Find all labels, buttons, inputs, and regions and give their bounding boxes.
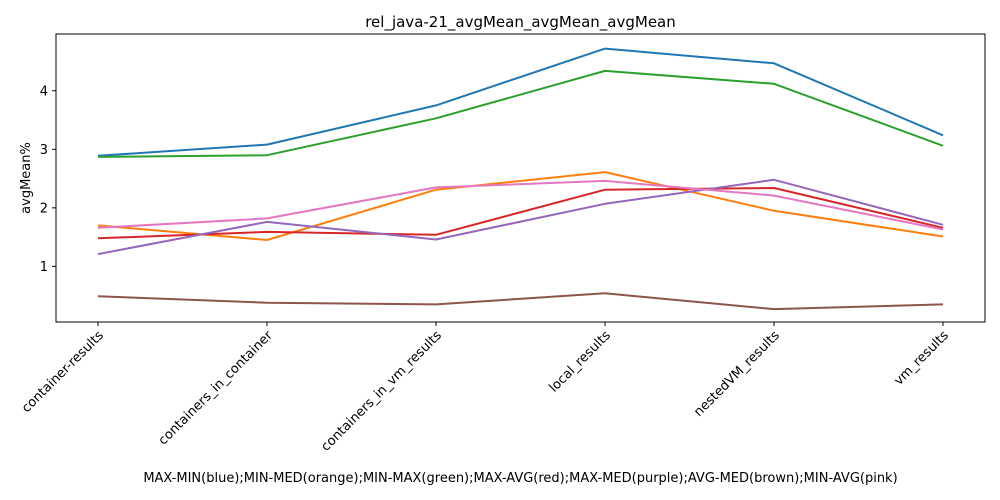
series-layer xyxy=(97,47,944,311)
series-line-1 xyxy=(97,47,944,157)
series-line-3 xyxy=(97,69,944,158)
y-tick-label: 4 xyxy=(40,84,48,99)
series-line-5 xyxy=(97,178,944,256)
series-line-2 xyxy=(97,171,944,241)
y-axis-label: avgMean% xyxy=(19,142,34,214)
x-axis-label: MAX-MIN(blue);MIN-MED(orange);MIN-MAX(gr… xyxy=(143,471,897,486)
plot-frame xyxy=(55,33,986,323)
chart-title: rel_java-21_avgMean_avgMean_avgMean xyxy=(365,13,676,32)
y-tick-label: 3 xyxy=(40,143,48,158)
series-line-7 xyxy=(97,179,944,231)
series-line-6 xyxy=(97,292,944,311)
series-line-4 xyxy=(97,187,944,240)
y-tick-label: 1 xyxy=(40,260,48,275)
y-tick-label: 2 xyxy=(40,201,48,216)
